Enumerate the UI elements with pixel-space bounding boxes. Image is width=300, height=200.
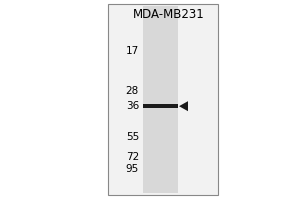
Bar <box>108 4 218 195</box>
Text: MDA-MB231: MDA-MB231 <box>133 7 204 21</box>
Text: 28: 28 <box>126 86 139 96</box>
Text: 72: 72 <box>126 152 139 162</box>
Text: 55: 55 <box>126 132 139 142</box>
Bar <box>143 6 178 193</box>
Bar <box>143 104 178 108</box>
Text: 95: 95 <box>126 164 139 174</box>
Polygon shape <box>179 101 188 111</box>
Text: 36: 36 <box>126 101 139 111</box>
Text: 17: 17 <box>126 46 139 56</box>
